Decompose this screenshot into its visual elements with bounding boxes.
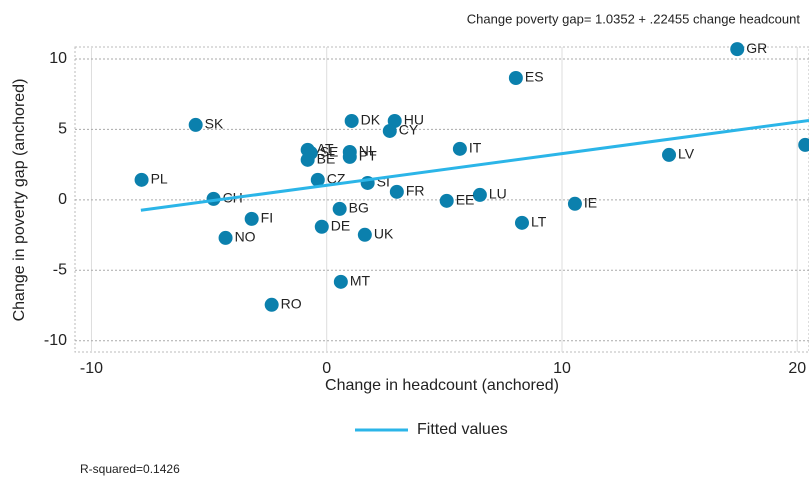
point-label: BE (317, 151, 336, 167)
point (264, 297, 279, 312)
point-label: GR (746, 40, 767, 56)
x-tick-label: 0 (322, 360, 331, 377)
point (333, 274, 348, 289)
point (472, 187, 487, 202)
point-label: PL (151, 171, 168, 187)
point-label: PT (359, 148, 377, 164)
fitted-line (140, 118, 809, 212)
point-label: CY (399, 122, 419, 138)
x-tick-label: 10 (553, 360, 571, 377)
y-tick-label: -10 (44, 332, 67, 349)
point-label: NL (359, 143, 377, 159)
point (300, 152, 315, 167)
point-label: AT (317, 141, 334, 157)
point (382, 123, 397, 138)
point (730, 42, 745, 57)
y-axis-label: Change in poverty gap (anchored) (11, 79, 28, 322)
point-label: DK (361, 112, 381, 128)
point (218, 230, 233, 245)
point-label: IT (469, 140, 482, 156)
point-label: ES (525, 69, 544, 85)
point (662, 147, 677, 162)
point-label: IE (584, 194, 597, 210)
x-tick-label: -10 (80, 360, 103, 377)
point-label: SE (320, 144, 339, 160)
point-label: FR (406, 183, 425, 199)
x-axis-label: Change in headcount (anchored) (325, 377, 559, 394)
point-label: LV (678, 146, 695, 162)
point (798, 137, 809, 152)
point-label: NO (235, 229, 256, 245)
point (344, 113, 359, 128)
point (439, 193, 454, 208)
point (357, 227, 372, 242)
point (134, 172, 149, 187)
point-label: MT (350, 273, 371, 289)
chart-title: Change poverty gap= 1.0352 + .22455 chan… (467, 11, 801, 26)
point-label: SK (205, 116, 224, 132)
point (310, 172, 325, 187)
y-tick-label: 10 (49, 50, 67, 67)
point-label: BG (349, 200, 369, 216)
point (244, 211, 259, 226)
point-label: EE (456, 192, 475, 208)
legend-label: Fitted values (417, 421, 508, 438)
point-label: LU (489, 186, 507, 202)
point (332, 201, 347, 216)
x-tick-label: 20 (788, 360, 806, 377)
point (452, 141, 467, 156)
point (514, 215, 529, 230)
point-label: HU (404, 112, 424, 128)
point (567, 196, 582, 211)
point-label: DE (331, 217, 350, 233)
point-label: LT (531, 214, 547, 230)
point (389, 184, 404, 199)
point-label: RO (281, 296, 302, 312)
y-tick-label: -5 (53, 262, 67, 279)
point-label: FI (261, 210, 273, 226)
point (188, 117, 203, 132)
note: R-squared=0.1426 (80, 462, 180, 476)
y-tick-label: 0 (58, 191, 67, 208)
y-tick-label: 5 (58, 121, 67, 138)
point (508, 70, 523, 85)
point (342, 149, 357, 164)
point (314, 219, 329, 234)
point-label: UK (374, 225, 394, 241)
